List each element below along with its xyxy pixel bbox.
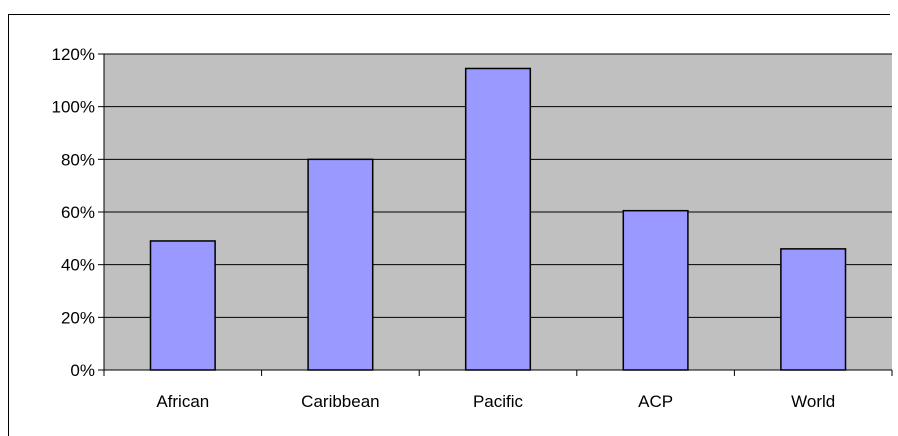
x-tick-label: ACP <box>638 392 673 411</box>
axes <box>103 54 893 376</box>
y-tick-label: 0% <box>70 361 95 380</box>
y-tick-labels: 0% 20% 40% 60% 80% 100% 120% <box>52 45 95 380</box>
y-tick-label: 80% <box>61 150 95 169</box>
bar-world <box>780 248 847 371</box>
y-tick-label: 40% <box>61 256 95 275</box>
bars <box>149 67 847 371</box>
x-tick-label: Caribbean <box>301 392 379 411</box>
y-tick-label: 20% <box>61 308 95 327</box>
x-tick-label: Pacific <box>473 392 524 411</box>
bar-african <box>149 240 216 371</box>
bar-acp <box>622 209 689 371</box>
bar-caribbean <box>307 158 374 371</box>
x-tick-label: African <box>156 392 209 411</box>
y-tick-label: 120% <box>52 45 95 64</box>
x-tick-labels: African Caribbean Pacific ACP World <box>156 392 835 411</box>
x-tick-label: World <box>791 392 835 411</box>
bar-pacific <box>464 67 532 371</box>
y-tick-label: 100% <box>52 98 95 117</box>
y-tick-label: 60% <box>61 203 95 222</box>
